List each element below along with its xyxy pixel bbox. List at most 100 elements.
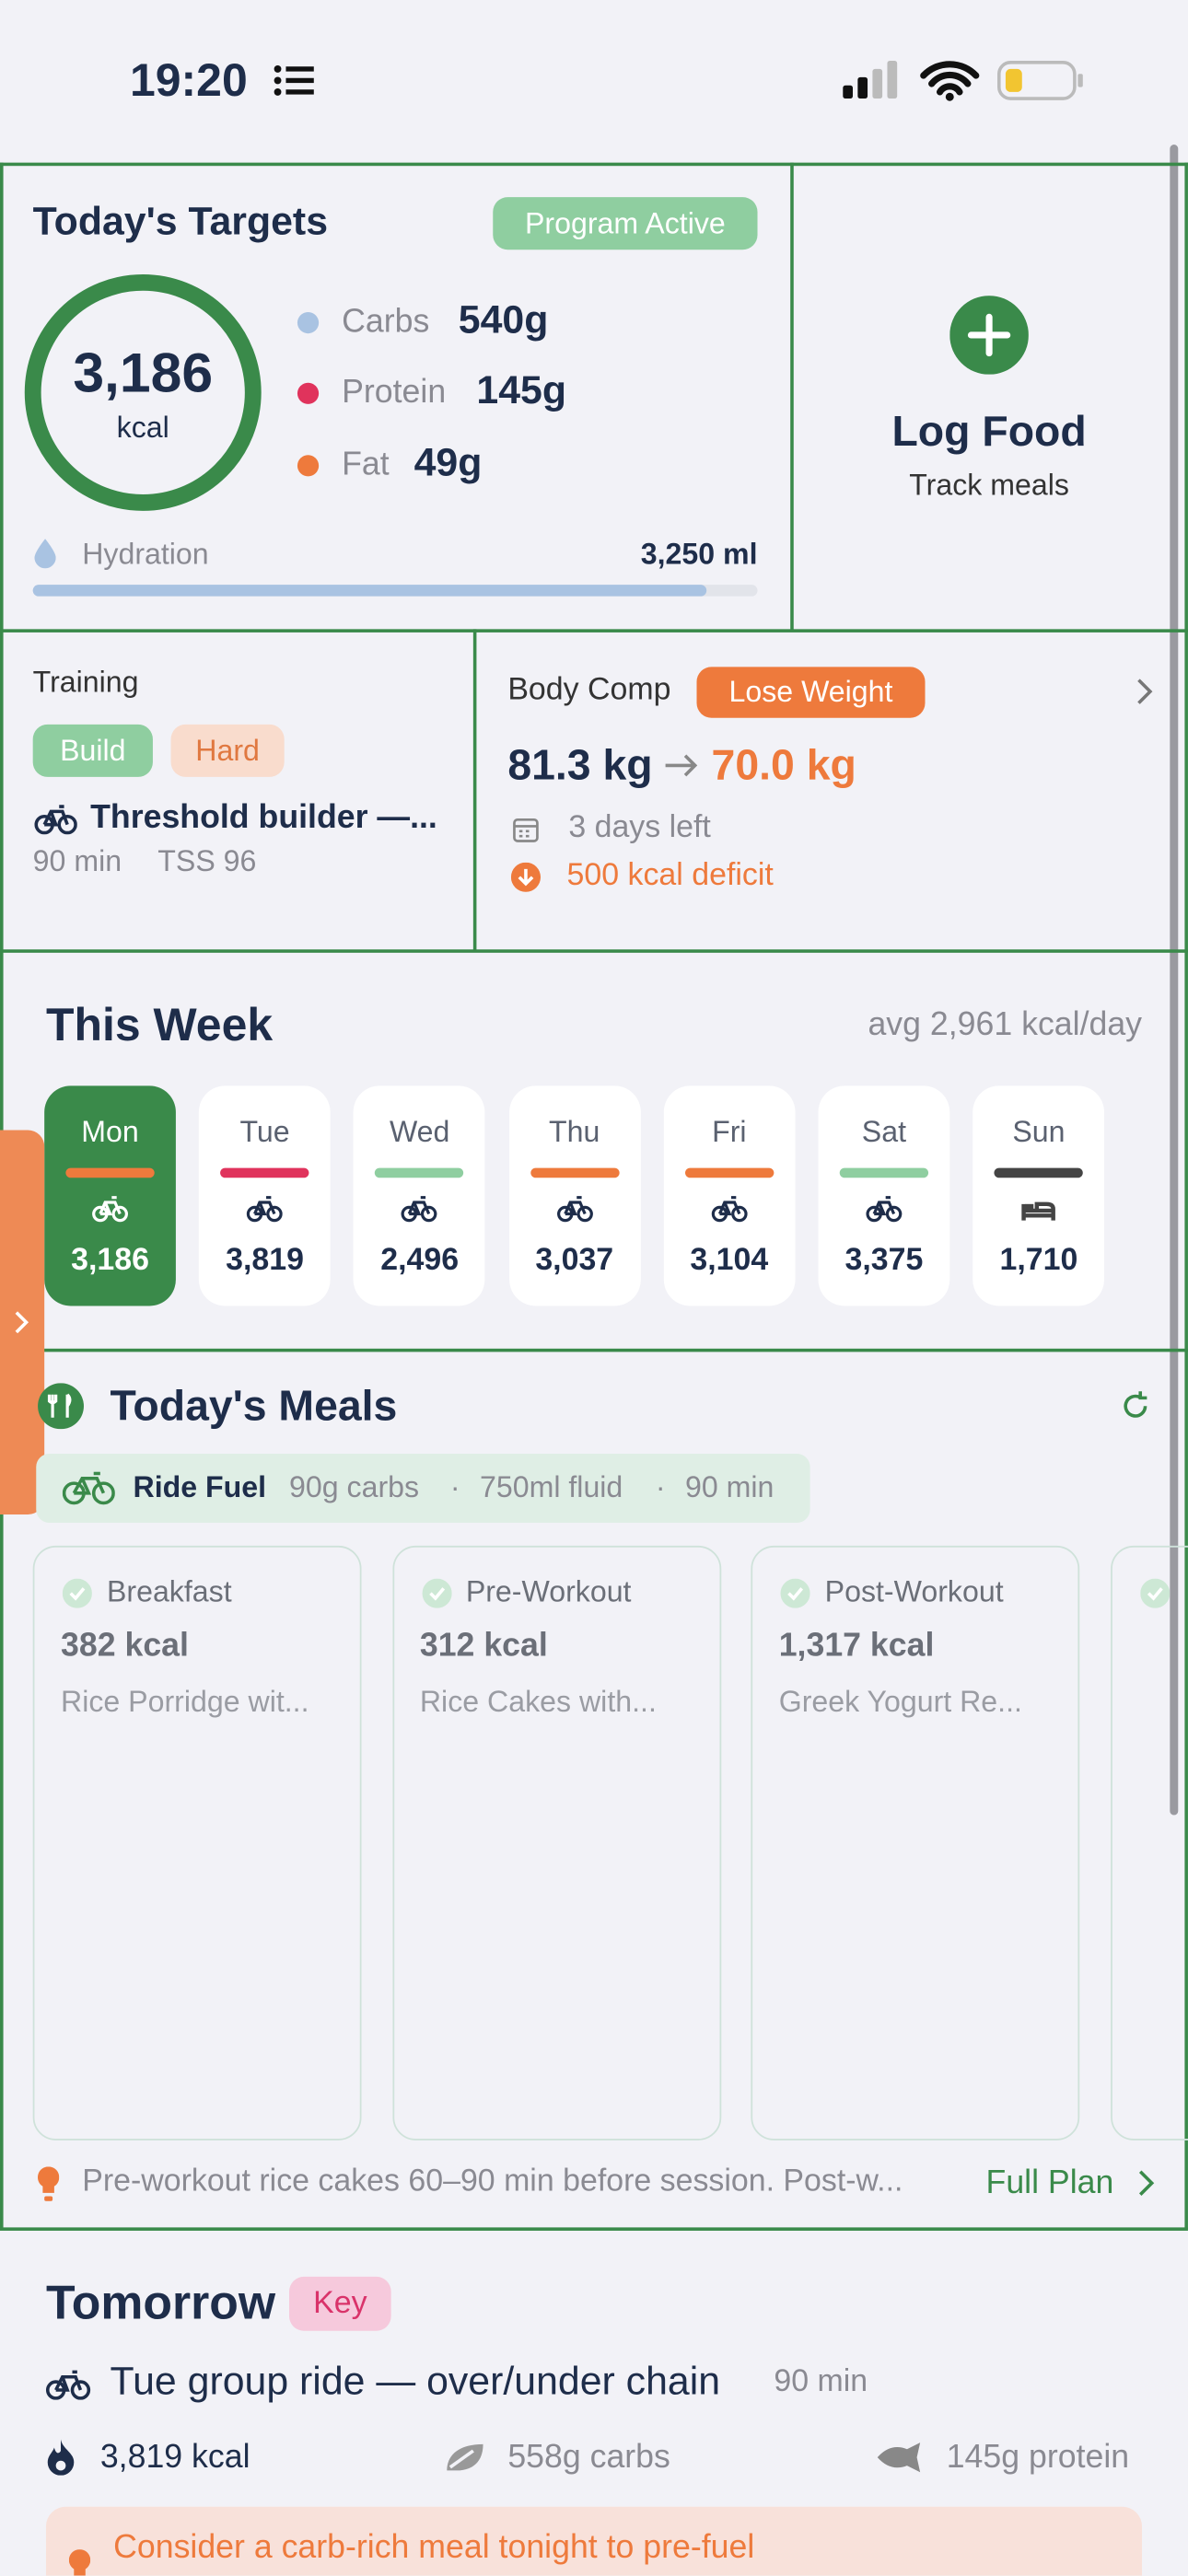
body-comp-title: Body Comp bbox=[507, 672, 671, 708]
hydration-label: Hydration bbox=[82, 537, 209, 571]
day-name: Wed bbox=[389, 1115, 450, 1149]
session-name: Threshold builder —... bbox=[90, 799, 437, 837]
day-card[interactable]: Tue 3,819 bbox=[199, 1085, 331, 1306]
kcal-unit: kcal bbox=[116, 411, 169, 445]
day-card[interactable]: Sun 1,710 bbox=[973, 1085, 1105, 1306]
drop-icon bbox=[34, 539, 56, 569]
carbs-dot bbox=[297, 311, 320, 334]
week-average: avg 2,961 kcal/day bbox=[868, 1006, 1143, 1043]
tomorrow-duration: 90 min bbox=[774, 2364, 868, 2400]
macro-amount: 145g bbox=[476, 368, 567, 413]
targets-title: Today's Targets bbox=[32, 199, 329, 245]
ride-fuel-pill bbox=[36, 1454, 810, 1523]
meal-card[interactable]: Breakfast 382 kcal Rice Porridge wit... bbox=[32, 1545, 362, 2141]
week-title: This Week bbox=[45, 999, 274, 1050]
program-badge: Program Active bbox=[493, 197, 758, 250]
days-left: 3 days left bbox=[568, 810, 711, 846]
log-food-title: Log Food bbox=[891, 406, 1087, 456]
ride-fuel-duration: 90 min bbox=[685, 1470, 775, 1503]
fish-icon bbox=[877, 2443, 921, 2473]
day-card[interactable]: Fri 3,104 bbox=[663, 1085, 796, 1306]
bike-icon bbox=[45, 2370, 91, 2400]
day-name: Thu bbox=[549, 1115, 600, 1149]
session-tss: TSS 96 bbox=[157, 844, 257, 878]
time: 19:20 bbox=[129, 54, 248, 106]
macro-amount: 49g bbox=[413, 441, 483, 486]
calendar-icon bbox=[513, 818, 539, 842]
meal-kcal: 1,317 kcal bbox=[778, 1628, 935, 1665]
day-card[interactable]: Thu 3,037 bbox=[508, 1085, 641, 1306]
tomorrow-kcal: 3,819 kcal bbox=[99, 2439, 250, 2476]
arrow-icon bbox=[665, 754, 698, 777]
day-name: Sun bbox=[1012, 1115, 1066, 1149]
log-food-button[interactable]: Log Food Track meals bbox=[792, 164, 1186, 631]
advice-text: Consider a carb-rich meal tonight to pre… bbox=[113, 2529, 755, 2566]
meal-card[interactable]: Post-Workout 1,317 kcal Greek Yogurt Re... bbox=[751, 1545, 1080, 2141]
macro-name: Protein bbox=[342, 374, 447, 412]
refresh-icon[interactable] bbox=[1119, 1389, 1152, 1422]
hydration-track bbox=[32, 585, 758, 597]
meal-card[interactable] bbox=[1111, 1545, 1188, 2141]
tag: Build bbox=[32, 724, 153, 777]
meal-card[interactable]: Pre-Workout 312 kcal Rice Cakes with... bbox=[391, 1545, 721, 2141]
divider bbox=[0, 629, 1188, 632]
side-tab[interactable] bbox=[0, 1130, 45, 1515]
macro-amount: 540g bbox=[458, 298, 549, 343]
session-duration: 90 min bbox=[32, 844, 122, 878]
log-food-subtitle: Track meals bbox=[909, 468, 1069, 502]
bike-icon bbox=[34, 805, 77, 835]
divider bbox=[0, 162, 1188, 167]
day-kcal: 3,104 bbox=[690, 1243, 769, 1279]
leaf-icon bbox=[447, 2443, 483, 2471]
meals-title: Today's Meals bbox=[110, 1380, 398, 1430]
load-bar bbox=[65, 1167, 155, 1178]
macro-name: Carbs bbox=[342, 304, 430, 341]
load-bar bbox=[994, 1167, 1084, 1178]
meal-description: Rice Cakes with... bbox=[419, 1685, 657, 1719]
divider bbox=[790, 162, 794, 632]
divider bbox=[0, 949, 1188, 953]
day-kcal: 3,819 bbox=[226, 1243, 304, 1279]
meals-icon bbox=[38, 1383, 84, 1430]
kcal-ring bbox=[24, 273, 262, 511]
bulb-icon bbox=[38, 2166, 60, 2201]
plus-icon bbox=[949, 296, 1029, 375]
full-plan-link[interactable]: Full Plan bbox=[985, 2164, 1114, 2201]
training-title: Training bbox=[32, 665, 139, 699]
meal-description: Rice Porridge wit... bbox=[61, 1685, 309, 1719]
current-weight: 81.3 kg bbox=[507, 739, 653, 790]
scrollbar bbox=[1170, 145, 1179, 1816]
day-card[interactable]: Mon 3,186 bbox=[44, 1085, 176, 1306]
meal-description: Greek Yogurt Re... bbox=[778, 1685, 1022, 1719]
down-icon bbox=[510, 862, 542, 892]
flame-icon bbox=[47, 2439, 75, 2476]
goal-badge: Lose Weight bbox=[696, 667, 926, 718]
day-kcal: 3,186 bbox=[71, 1243, 149, 1279]
divider bbox=[0, 1348, 1188, 1352]
meal-tip: Pre-workout rice cakes 60–90 min before … bbox=[82, 2164, 903, 2199]
fat-dot bbox=[297, 455, 320, 477]
day-name: Sat bbox=[861, 1115, 907, 1149]
list-icon bbox=[274, 65, 314, 96]
ride-fuel-fluid: 750ml fluid bbox=[479, 1470, 623, 1503]
hydration-fill bbox=[32, 585, 707, 597]
bulb-icon bbox=[68, 2549, 91, 2576]
day-name: Fri bbox=[712, 1115, 747, 1149]
meal-name: Breakfast bbox=[106, 1575, 232, 1608]
day-card[interactable]: Wed 2,496 bbox=[354, 1085, 486, 1306]
divider bbox=[472, 629, 477, 952]
day-name: Tue bbox=[239, 1115, 290, 1149]
meal-kcal: 312 kcal bbox=[419, 1628, 548, 1665]
hydration-value: 3,250 ml bbox=[640, 537, 758, 571]
macro-name: Fat bbox=[342, 447, 390, 483]
day-kcal: 2,496 bbox=[380, 1243, 460, 1279]
chevron[interactable] bbox=[1136, 679, 1155, 705]
tomorrow-carbs: 558g carbs bbox=[507, 2439, 670, 2476]
day-kcal: 3,037 bbox=[535, 1243, 614, 1279]
chevron[interactable] bbox=[1137, 2170, 1157, 2197]
meal-name: Post-Workout bbox=[824, 1575, 1004, 1608]
bike-icon bbox=[62, 1471, 115, 1505]
day-card[interactable]: Sat 3,375 bbox=[818, 1085, 950, 1306]
